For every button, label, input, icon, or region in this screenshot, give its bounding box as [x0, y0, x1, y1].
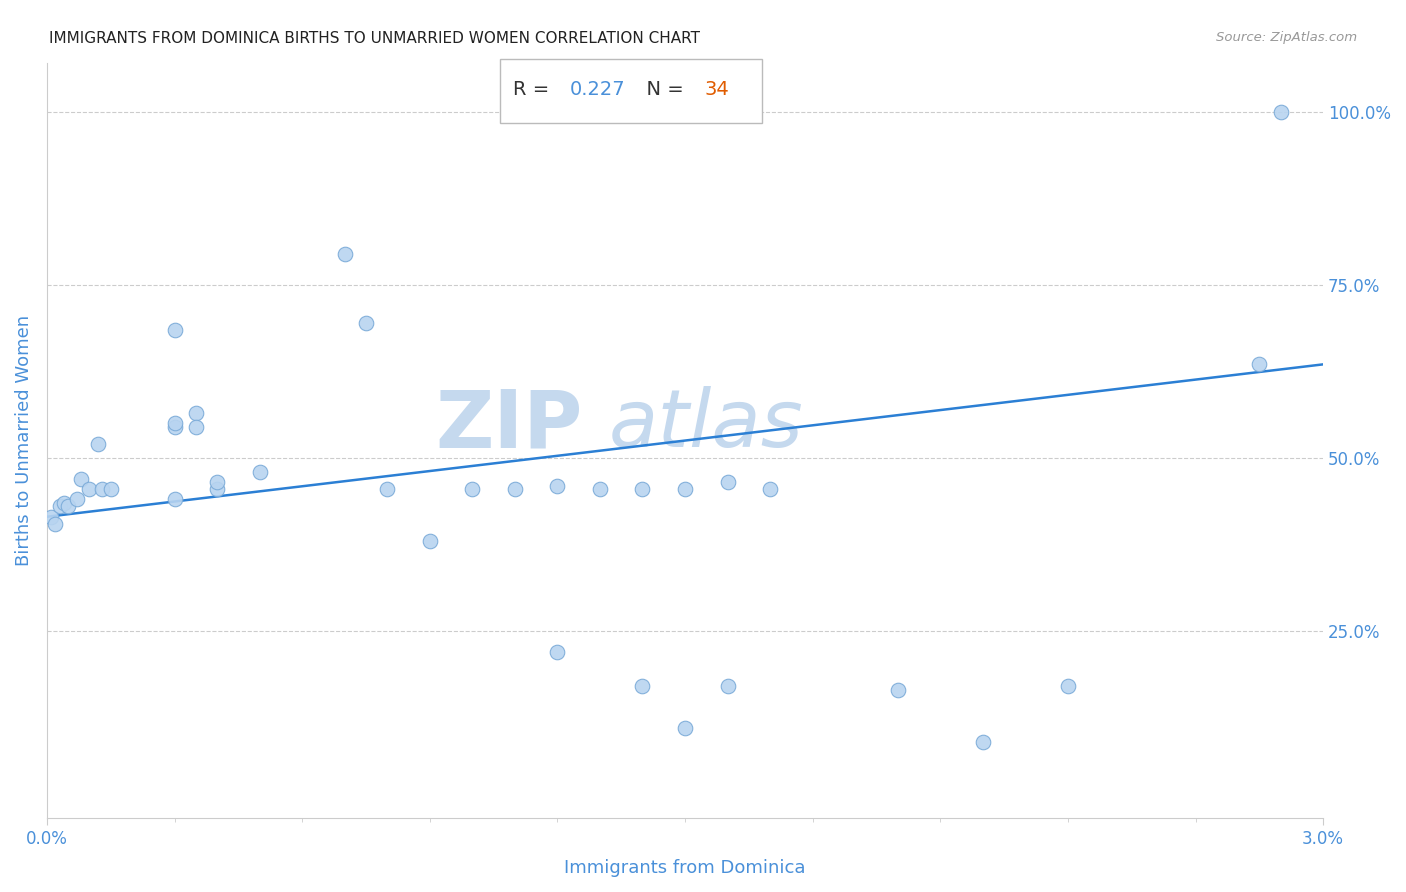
Point	[716, 680, 738, 694]
Point	[631, 680, 654, 694]
Point	[972, 735, 994, 749]
Point	[79, 482, 101, 496]
Point	[100, 482, 122, 496]
Text: 34: 34	[704, 80, 728, 99]
X-axis label: Immigrants from Dominica: Immigrants from Dominica	[564, 859, 806, 877]
Point	[1270, 104, 1292, 119]
Point	[163, 492, 186, 507]
Text: N =: N =	[634, 80, 690, 99]
Point	[673, 721, 696, 735]
Point	[546, 478, 568, 492]
Y-axis label: Births to Unmarried Women: Births to Unmarried Women	[15, 315, 32, 566]
Point	[419, 534, 441, 549]
Point	[70, 472, 93, 486]
Point	[546, 645, 568, 659]
Point	[44, 516, 66, 531]
Point	[503, 482, 526, 496]
Point	[163, 419, 186, 434]
Text: atlas: atlas	[609, 386, 803, 465]
Point	[205, 482, 228, 496]
Point	[184, 419, 207, 434]
Point	[184, 406, 207, 420]
Text: 0.227: 0.227	[571, 80, 626, 99]
Point	[163, 416, 186, 430]
Point	[56, 500, 79, 514]
Point	[39, 509, 62, 524]
Text: ZIP: ZIP	[436, 386, 583, 465]
Point	[1057, 680, 1080, 694]
Text: R =: R =	[513, 80, 555, 99]
Point	[205, 475, 228, 489]
FancyBboxPatch shape	[501, 59, 762, 123]
Point	[886, 682, 908, 697]
Point	[163, 323, 186, 337]
Point	[589, 482, 612, 496]
Point	[333, 246, 356, 260]
Text: Source: ZipAtlas.com: Source: ZipAtlas.com	[1216, 31, 1357, 45]
Point	[87, 437, 110, 451]
Point	[375, 482, 398, 496]
Point	[52, 496, 75, 510]
Text: IMMIGRANTS FROM DOMINICA BIRTHS TO UNMARRIED WOMEN CORRELATION CHART: IMMIGRANTS FROM DOMINICA BIRTHS TO UNMAR…	[49, 31, 700, 46]
Point	[249, 465, 271, 479]
Point	[673, 482, 696, 496]
Point	[631, 482, 654, 496]
Point	[759, 482, 782, 496]
Point	[66, 492, 89, 507]
Point	[91, 482, 114, 496]
Point	[716, 475, 738, 489]
Point	[48, 500, 70, 514]
Point	[1249, 357, 1271, 371]
Point	[461, 482, 484, 496]
Point	[354, 316, 377, 330]
